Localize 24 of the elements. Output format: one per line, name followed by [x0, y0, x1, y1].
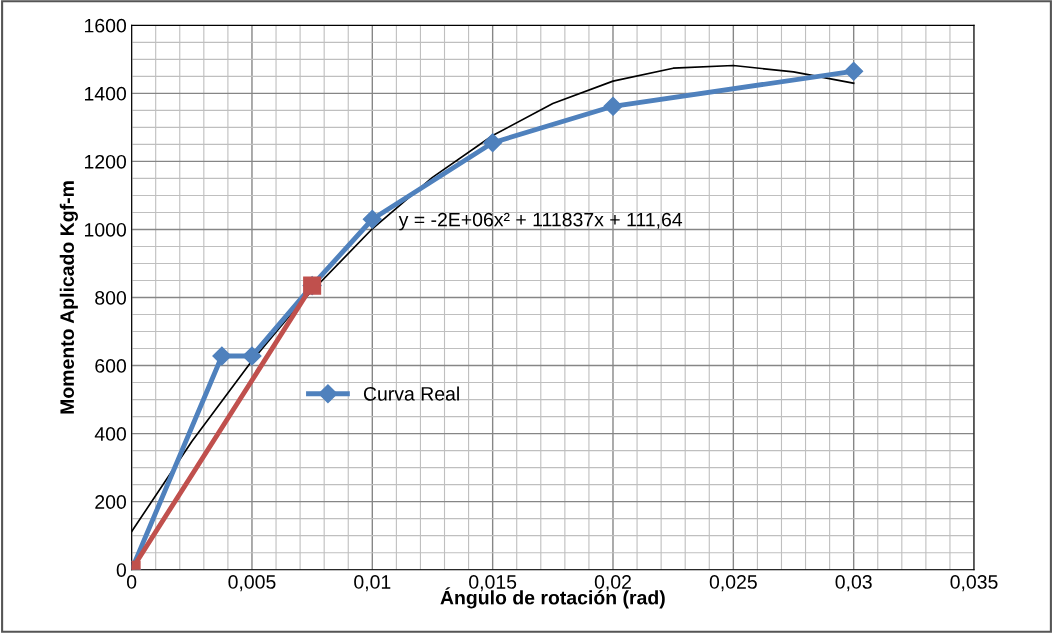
legend-label: Curva Real	[363, 386, 459, 401]
y-tick-label: 200	[95, 495, 127, 509]
point	[362, 209, 382, 229]
x-tick-label: 0,03	[835, 575, 872, 592]
x-tick-label: 0,025	[709, 575, 757, 592]
y-tick-label: 1400	[84, 86, 127, 101]
point	[844, 61, 864, 81]
y-tick-label: 1200	[84, 154, 127, 169]
point	[242, 346, 262, 366]
y-tick-label: 1600	[84, 18, 127, 33]
point	[483, 133, 503, 153]
y-tick-label: 400	[94, 427, 127, 441]
x-tick-label: 0,01	[354, 575, 391, 592]
y-tick-label: 1000	[84, 222, 127, 237]
y-tick-label: 0	[116, 563, 126, 577]
x-tick-label: 0,035	[950, 575, 998, 592]
point	[212, 346, 232, 366]
x-tick-label: 0,005	[228, 575, 276, 592]
y-tick-label: 600	[95, 359, 127, 373]
y-tick-label: 800	[95, 290, 127, 305]
x-tick-label: 0	[126, 575, 137, 589]
annotation: y = -2E+06x² + 111837x + 111,64	[398, 212, 683, 231]
y-axis-title: Momento Aplicado Kgf-m	[59, 181, 78, 414]
point	[603, 96, 623, 116]
